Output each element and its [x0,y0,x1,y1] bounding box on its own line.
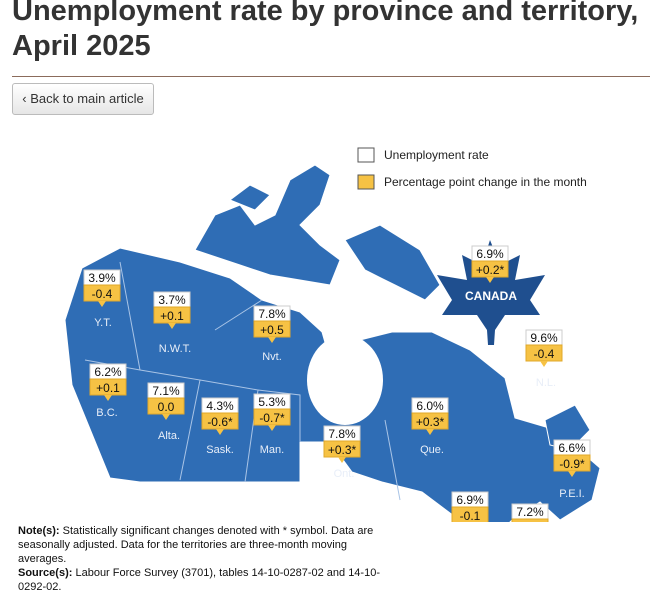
region-name: CANADA [465,289,517,303]
change-label: +0.1 [160,309,184,323]
divider [12,76,650,77]
map: Unemployment rate Percentage point chang… [64,147,601,522]
change-label: -0.6* [207,415,233,429]
change-label: 0.0 [158,400,175,414]
rate-label: 6.2% [94,365,122,379]
rate-label: 6.6% [558,441,586,455]
hudson-bay [307,335,383,425]
region-name: N.L. [536,377,556,389]
pointer [268,425,276,431]
note-label: Note(s): [18,525,60,537]
legend-label: Percentage point change in the month [384,175,587,189]
pointer [216,429,224,435]
region-name: N.W.T. [159,343,191,355]
legend-swatch [357,174,375,190]
pointer [540,361,548,367]
arctic-islands [194,164,341,286]
change-label: -0.9* [559,457,585,471]
rate-label: 5.3% [258,395,286,409]
change-label: +0.3* [328,443,357,457]
rate-label: 7.2% [516,505,544,519]
region-name: Sask. [206,444,234,456]
rate-label: 6.9% [456,493,484,507]
rate-label: 4.3% [206,399,234,413]
rate-label: 3.7% [158,293,186,307]
legend-label: Unemployment rate [384,148,489,162]
change-label: +0.2* [476,263,505,277]
pointer [162,414,170,420]
pointer [338,457,346,463]
pointer [104,395,112,401]
pointer [486,277,494,283]
maple-leaf [437,240,545,345]
change-box [451,506,489,522]
change-label: -0.1 [460,509,481,522]
region-name: B.C. [96,407,117,419]
pointer [168,323,176,329]
rate-label: 7.1% [152,384,180,398]
region-name: Man. [260,444,284,456]
region-name: Nvt. [262,351,282,363]
back-button[interactable]: ‹ Back to main article [12,83,154,115]
pointer [98,301,106,307]
arctic-islands [228,184,271,211]
back-label: Back to main article [30,91,144,106]
title: Unemployment rate by province and territ… [12,0,639,62]
change-label: -0.4 [92,287,113,301]
pointer [568,471,576,477]
source-text: Labour Force Survey (3701), tables 14-10… [18,567,380,593]
rate-label: 7.8% [258,307,286,321]
pointer [268,337,276,343]
region-name: Alta. [158,430,180,442]
change-label: +0.1 [96,381,120,395]
change-label: -0.7* [259,411,285,425]
rate-label: 3.9% [88,271,116,285]
pointer [426,429,434,435]
baffin [344,224,441,301]
change-label: +0.3* [416,415,445,429]
rate-label: 6.0% [416,399,444,413]
rate-label: 6.9% [476,247,504,261]
change-label: +1.1* [516,521,545,522]
region-name: Que. [420,444,444,456]
source-label: Source(s): [18,567,73,579]
change-box [511,518,549,522]
region-name: P.E.I. [559,488,584,500]
region-name: Ont. [334,468,355,480]
rate-label: 9.6% [530,331,558,345]
change-label: -0.4 [534,347,555,361]
note-text: Statistically significant changes denote… [18,525,374,565]
rate-label: 7.8% [328,427,356,441]
change-label: +0.5 [260,323,284,337]
legend-swatch [357,147,375,163]
notes: Note(s): Statistically significant chang… [18,524,398,594]
region-name: Y.T. [94,317,112,329]
